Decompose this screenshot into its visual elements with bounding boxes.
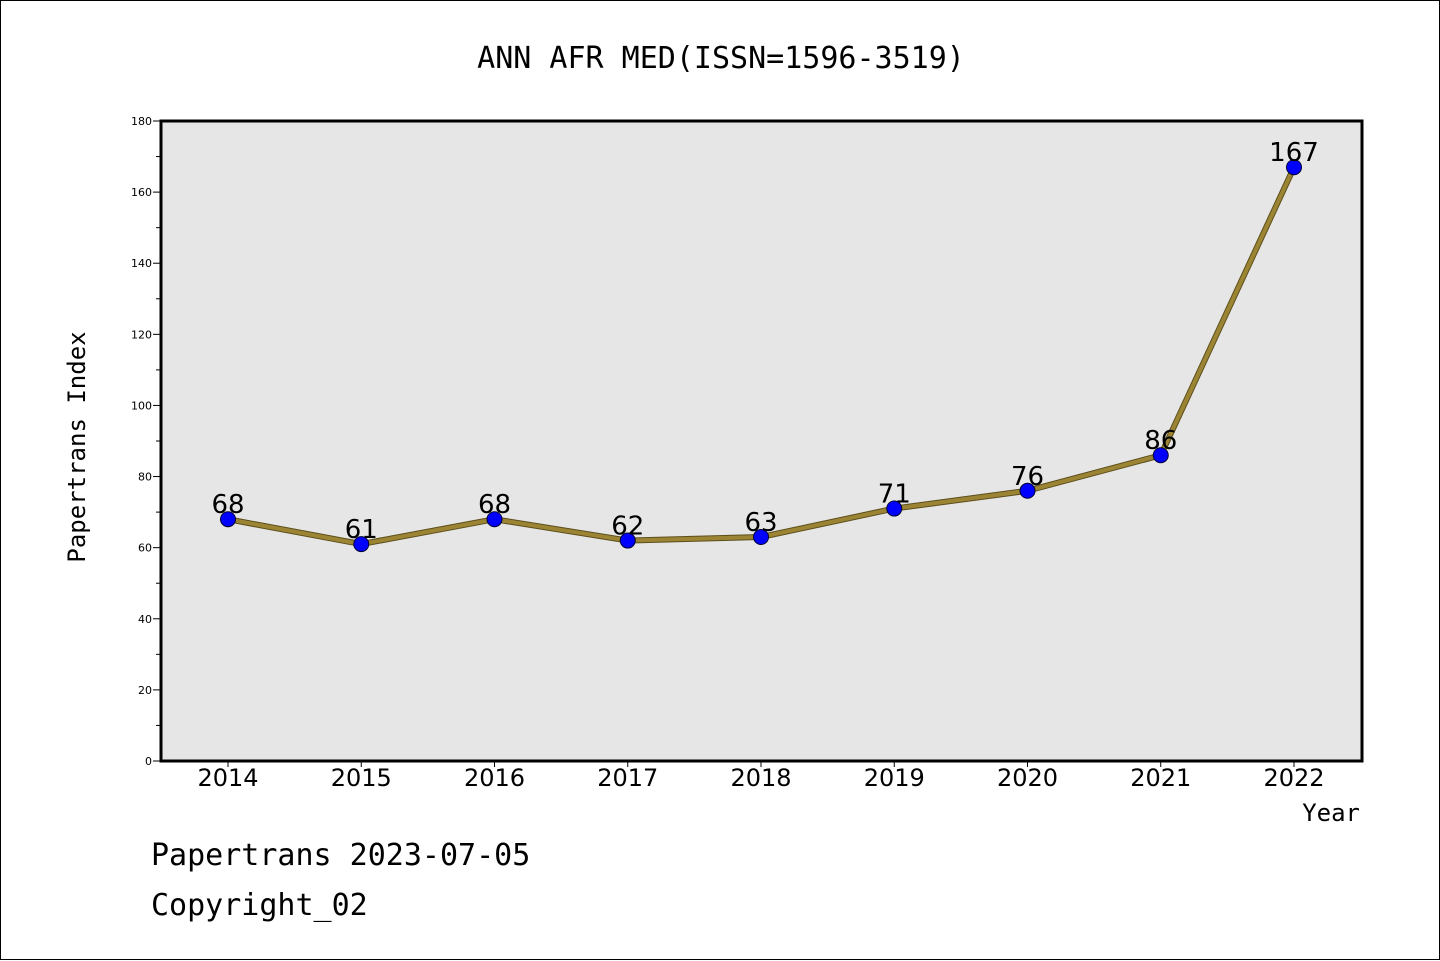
y-tick-label: 160 [131,186,152,199]
y-tick-label: 20 [138,684,152,697]
data-label: 68 [211,490,244,520]
y-tick-label: 40 [138,613,152,626]
y-tick-label: 180 [131,115,152,128]
y-tick-label: 60 [138,542,152,555]
data-point [486,511,503,528]
plot-area [159,119,1364,763]
x-tick-label: 2014 [197,764,258,792]
y-tick-label: 80 [138,471,152,484]
x-tick-label: 2017 [597,764,658,792]
y-tick-label: 100 [131,399,152,412]
x-axis-label: Year [1302,799,1360,827]
x-tick-label: 2021 [1130,764,1191,792]
y-tick-label: 0 [145,755,152,768]
data-label: 61 [345,515,378,545]
data-label: 76 [1011,462,1044,492]
x-tick-label: 2015 [331,764,392,792]
y-tick-label: 120 [131,328,152,341]
data-point [220,511,236,528]
footer-copyright-text: Copyright_02 [151,888,368,923]
x-tick-label: 2019 [864,764,925,792]
footer-date-text: Papertrans 2023-07-05 [151,838,530,873]
data-point [1019,482,1036,499]
x-tick-label: 2022 [1263,764,1324,792]
y-tick-label: 140 [131,257,152,270]
data-label: 68 [478,490,511,520]
y-axis: 0 20 40 60 80 100 120 140 160 180 [131,115,161,768]
data-point [1152,447,1169,464]
chart-title: ANN AFR MED(ISSN=1596-3519) [477,41,965,76]
x-axis: 2014 2015 2016 2017 2018 2019 2020 2021 2022 [197,761,1325,792]
data-label: 167 [1269,138,1319,168]
data-point [619,532,636,549]
x-tick-label: 2016 [464,764,525,792]
data-point [886,500,903,517]
data-point [1286,159,1302,176]
data-label: 86 [1144,426,1177,456]
x-tick-label: 2018 [730,764,791,792]
y-axis-label: Papertrans Index [63,331,91,562]
data-label: 62 [611,512,644,542]
data-point [753,529,769,545]
data-label: 63 [744,508,777,538]
data-point [353,536,370,553]
data-label: 71 [878,480,911,510]
series-1: 68 61 68 62 63 71 76 86 167 [211,138,1319,553]
x-tick-label: 2020 [997,764,1058,792]
